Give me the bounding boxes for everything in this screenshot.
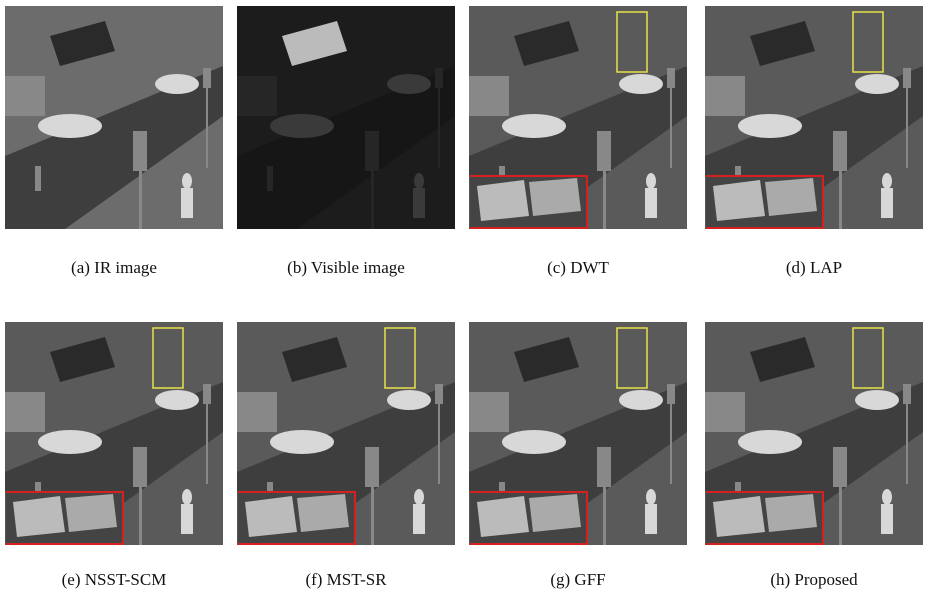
fused-image [237, 322, 455, 545]
fused-image [237, 6, 455, 229]
image-panel [469, 6, 687, 229]
caption: (a) IR image [5, 258, 223, 278]
caption: (d) LAP [705, 258, 923, 278]
fused-image [469, 322, 687, 545]
caption: (h) Proposed [705, 570, 923, 590]
image-panel [469, 322, 687, 545]
image-panel [237, 6, 455, 229]
caption: (e) NSST-SCM [5, 570, 223, 590]
image-panel [705, 322, 923, 545]
image-panel [705, 6, 923, 229]
caption: (c) DWT [469, 258, 687, 278]
caption: (b) Visible image [237, 258, 455, 278]
fused-image [469, 6, 687, 229]
fused-image [5, 322, 223, 545]
caption: (f) MST-SR [237, 570, 455, 590]
image-panel [5, 322, 223, 545]
image-panel [237, 322, 455, 545]
image-panel [5, 6, 223, 229]
caption: (g) GFF [469, 570, 687, 590]
fused-image [5, 6, 223, 229]
figure: {"panels": [ {"caption": "(a) IR image"}… [0, 0, 927, 598]
fused-image [705, 322, 923, 545]
fused-image [705, 6, 923, 229]
